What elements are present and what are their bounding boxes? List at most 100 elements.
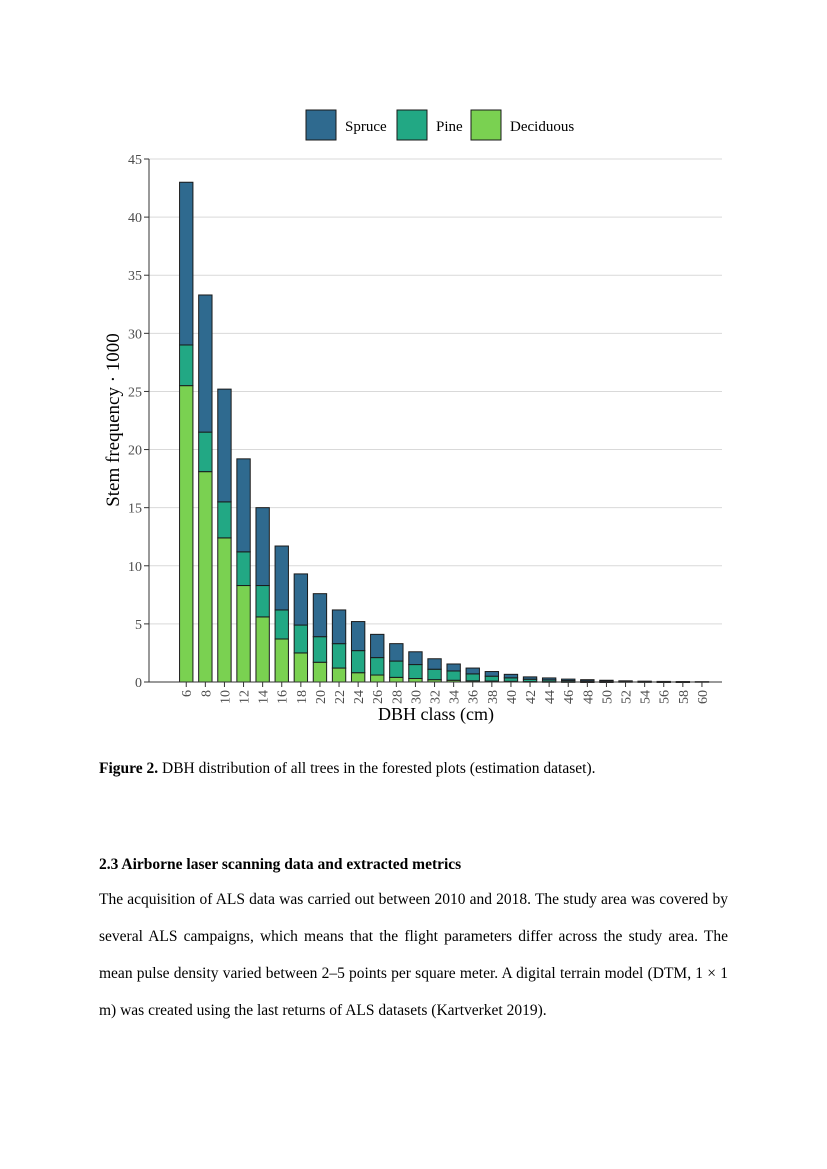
x-tick-label: 44 xyxy=(543,690,558,704)
bar-spruce-8 xyxy=(198,294,213,433)
x-tick-label: 6 xyxy=(180,690,195,697)
bar-spruce-38 xyxy=(484,671,500,677)
bar-pine-6 xyxy=(179,344,194,387)
bar-deciduous-12 xyxy=(236,585,251,683)
y-tick-label: 40 xyxy=(128,211,142,226)
bar-spruce-32 xyxy=(427,658,442,670)
y-tick-label: 5 xyxy=(135,618,142,633)
x-tick-label: 16 xyxy=(276,690,291,704)
bar-spruce-42 xyxy=(522,676,538,680)
x-tick-label: 56 xyxy=(658,690,673,704)
bar-pine-30 xyxy=(408,664,423,680)
bar-pine-16 xyxy=(274,609,289,640)
y-tick-label: 15 xyxy=(128,502,142,517)
bar-deciduous-20 xyxy=(312,661,328,683)
chart-bars xyxy=(179,181,710,683)
y-tick-label: 30 xyxy=(128,327,142,342)
bar-pine-38 xyxy=(484,675,500,682)
bar-spruce-46 xyxy=(561,678,576,682)
bar-spruce-6 xyxy=(179,181,194,346)
bar-pine-24 xyxy=(350,650,366,674)
bar-pine-14 xyxy=(255,585,270,618)
x-tick-label: 42 xyxy=(524,690,539,704)
bar-pine-26 xyxy=(370,657,385,676)
bar-spruce-10 xyxy=(217,388,232,503)
bar-pine-20 xyxy=(312,636,328,663)
x-tick-label: 12 xyxy=(238,690,253,704)
chart-gridlines xyxy=(149,158,722,683)
legend-swatch-pine xyxy=(396,109,428,141)
legend-label-spruce: Spruce xyxy=(345,119,387,135)
legend-swatch-spruce xyxy=(305,109,337,141)
bar-deciduous-30 xyxy=(408,678,423,683)
bar-spruce-16 xyxy=(274,545,289,611)
bar-deciduous-14 xyxy=(255,616,270,683)
x-tick-label: 14 xyxy=(257,690,272,704)
x-tick-label: 58 xyxy=(677,690,692,704)
bar-spruce-12 xyxy=(236,458,251,553)
x-tick-label: 36 xyxy=(467,690,482,704)
x-tick-label: 28 xyxy=(390,690,405,704)
figure-caption: Figure 2. DBH distribution of all trees … xyxy=(99,759,739,779)
bar-pine-18 xyxy=(293,624,309,654)
bar-pine-32 xyxy=(427,668,442,681)
x-tick-label: 60 xyxy=(696,690,711,704)
bar-pine-10 xyxy=(217,501,232,539)
bar-deciduous-8 xyxy=(198,471,213,683)
bar-deciduous-6 xyxy=(179,385,194,683)
x-tick-label: 32 xyxy=(429,690,444,704)
dbh-bar-chart: Spruce Pine Deciduous 0 5 10 15 20 25 30 35 40 45 6 8… xyxy=(103,109,722,725)
y-axis-label: Stem frequency · 1000 xyxy=(103,333,124,507)
bar-spruce-28 xyxy=(389,643,404,662)
x-tick-label: 8 xyxy=(199,690,214,697)
bar-deciduous-26 xyxy=(370,674,385,683)
x-tick-label: 20 xyxy=(314,690,329,704)
x-tick-label: 22 xyxy=(333,690,348,704)
y-tick-label: 10 xyxy=(128,560,142,575)
x-axis-label: DBH class (cm) xyxy=(378,704,494,725)
bar-deciduous-22 xyxy=(331,667,347,683)
x-tick-label: 50 xyxy=(600,690,615,704)
legend-swatch-deciduous xyxy=(470,109,502,141)
bar-pine-36 xyxy=(465,673,480,682)
x-tick-label: 54 xyxy=(639,690,654,704)
y-tick-label: 20 xyxy=(128,444,142,459)
chart-axes: 0 5 10 15 20 25 30 35 40 45 6 8 10 12 14 16 18 20 22 24 26 28… xyxy=(128,153,722,704)
bar-deciduous-28 xyxy=(389,676,404,683)
bar-spruce-18 xyxy=(293,573,309,626)
bar-deciduous-10 xyxy=(217,537,232,683)
y-tick-label: 45 xyxy=(128,153,142,168)
bar-spruce-24 xyxy=(350,621,366,652)
x-tick-label: 18 xyxy=(295,690,310,704)
bar-spruce-48 xyxy=(580,679,595,682)
figure-label: Figure 2. xyxy=(99,760,159,777)
bar-pine-40 xyxy=(503,677,519,682)
x-tick-label: 34 xyxy=(448,690,463,704)
y-tick-label: 25 xyxy=(128,385,142,400)
bar-pine-8 xyxy=(198,431,213,473)
x-tick-label: 48 xyxy=(581,690,596,704)
bar-spruce-14 xyxy=(255,507,270,587)
x-tick-label: 10 xyxy=(218,690,233,704)
x-tick-label: 30 xyxy=(409,690,424,704)
paragraph-text: The acquisition of ALS data was carried … xyxy=(99,891,728,1019)
bar-deciduous-24 xyxy=(350,672,366,683)
x-tick-label: 40 xyxy=(505,690,520,704)
bar-spruce-26 xyxy=(370,633,385,659)
legend-label-pine: Pine xyxy=(436,119,463,135)
bar-deciduous-18 xyxy=(293,652,309,683)
x-tick-label: 46 xyxy=(562,690,577,704)
bar-spruce-40 xyxy=(503,673,519,679)
x-tick-label: 38 xyxy=(486,690,501,704)
bar-pine-12 xyxy=(236,551,251,587)
chart-legend: Spruce Pine Deciduous xyxy=(305,109,574,141)
bar-pine-34 xyxy=(446,670,461,681)
x-tick-label: 24 xyxy=(352,690,367,704)
y-tick-label: 35 xyxy=(128,269,142,284)
bar-spruce-30 xyxy=(408,651,423,666)
bar-spruce-34 xyxy=(446,663,461,672)
section-heading: 2.3 Airborne laser scanning data and ext… xyxy=(99,856,462,873)
bar-spruce-44 xyxy=(541,677,557,681)
bar-deciduous-16 xyxy=(274,638,289,683)
bar-spruce-22 xyxy=(331,609,347,645)
